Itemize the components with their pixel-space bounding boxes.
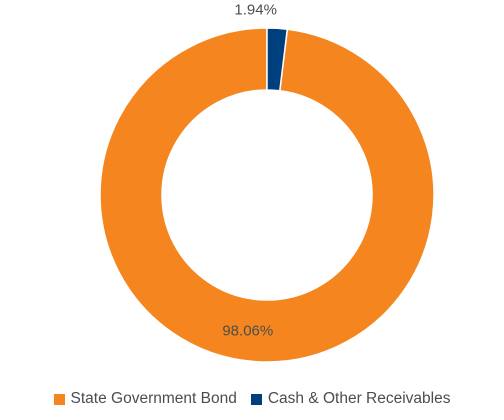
slices-group [99, 27, 435, 363]
slice-cash-other-receivables[interactable] [266, 27, 289, 92]
legend-swatch-cash-other-receivables [250, 393, 262, 405]
data-labels-group: 98.06% 1.94% [222, 1, 277, 339]
legend-label-state-government-bond: State Government Bond [70, 390, 237, 407]
slice-state-government-bond[interactable] [99, 27, 435, 363]
legend-swatch-state-government-bond [53, 393, 65, 405]
legend-item-state-government-bond[interactable]: State Government Bond [53, 390, 237, 408]
data-label-state-government-bond: 98.06% [222, 323, 273, 340]
donut-chart-svg: 98.06% 1.94% [99, 1, 435, 363]
data-label-cash-other-receivables: 1.94% [234, 1, 277, 18]
legend-item-cash-other-receivables[interactable]: Cash & Other Receivables [250, 390, 451, 408]
legend-label-cash-other-receivables: Cash & Other Receivables [267, 390, 451, 407]
legend: State Government Bond Cash & Other Recei… [0, 386, 504, 412]
